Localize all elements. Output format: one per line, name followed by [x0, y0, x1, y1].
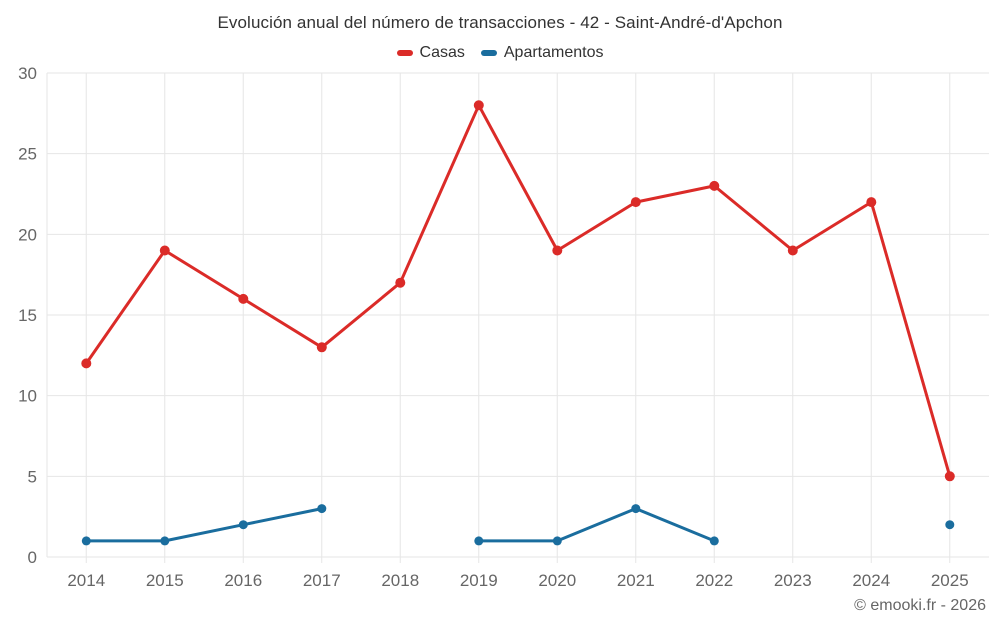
- data-point-apartamentos-2020[interactable]: [552, 536, 562, 546]
- data-point-apartamentos-2022[interactable]: [709, 536, 719, 546]
- data-point-casas-2023[interactable]: [787, 245, 798, 256]
- data-point-casas-2018[interactable]: [395, 277, 406, 288]
- legend-label-casas: Casas: [419, 44, 465, 61]
- data-point-apartamentos-2021[interactable]: [631, 504, 641, 514]
- x-tick-label: 2021: [617, 571, 655, 590]
- data-point-apartamentos-2025[interactable]: [945, 520, 955, 530]
- x-tick-label: 2017: [303, 571, 341, 590]
- y-tick-label: 20: [18, 225, 37, 244]
- data-point-casas-2019[interactable]: [473, 100, 484, 111]
- data-point-casas-2021[interactable]: [630, 197, 641, 208]
- data-point-casas-2014[interactable]: [81, 358, 92, 369]
- data-point-casas-2022[interactable]: [709, 180, 720, 191]
- data-point-casas-2020[interactable]: [552, 245, 563, 256]
- series-line-apartamentos: [86, 509, 950, 541]
- series-line-casas: [84, 103, 952, 478]
- legend-item-casas[interactable]: Casas: [396, 44, 465, 62]
- chart-legend: Casas Apartamentos: [0, 44, 1000, 62]
- data-point-apartamentos-2014[interactable]: [81, 536, 91, 546]
- legend-item-apartamentos[interactable]: Apartamentos: [480, 44, 604, 62]
- data-point-casas-2015[interactable]: [159, 245, 170, 256]
- data-point-casas-2016[interactable]: [238, 293, 249, 304]
- x-tick-label: 2015: [146, 571, 184, 590]
- data-point-apartamentos-2019[interactable]: [474, 536, 484, 546]
- y-tick-label: 25: [18, 145, 37, 164]
- x-tick-label: 2023: [774, 571, 812, 590]
- legend-marker-casas: [396, 50, 413, 56]
- y-tick-label: 0: [28, 548, 37, 567]
- x-tick-label: 2022: [695, 571, 733, 590]
- data-point-apartamentos-2017[interactable]: [317, 504, 327, 514]
- x-tick-label: 2019: [460, 571, 498, 590]
- data-point-casas-2025[interactable]: [944, 471, 955, 482]
- x-tick-label: 2016: [224, 571, 262, 590]
- x-tick-label: 2020: [538, 571, 576, 590]
- data-point-casas-2024[interactable]: [866, 197, 877, 208]
- credit-label: © emooki.fr - 2026: [854, 597, 986, 614]
- y-tick-label: 5: [28, 467, 37, 486]
- legend-marker-apartamentos: [480, 50, 497, 56]
- x-tick-label: 2014: [67, 571, 105, 590]
- y-tick-label: 10: [18, 387, 37, 406]
- y-tick-label: 15: [18, 306, 37, 325]
- y-tick-label: 30: [18, 64, 37, 83]
- x-tick-label: 2018: [381, 571, 419, 590]
- data-point-apartamentos-2016[interactable]: [238, 520, 248, 530]
- legend-label-apartamentos: Apartamentos: [503, 44, 604, 61]
- data-point-casas-2017[interactable]: [316, 342, 327, 353]
- data-point-apartamentos-2015[interactable]: [160, 536, 170, 546]
- x-tick-label: 2025: [931, 571, 969, 590]
- x-tick-label: 2024: [852, 571, 890, 590]
- chart-title: Evolución anual del número de transaccio…: [217, 13, 783, 32]
